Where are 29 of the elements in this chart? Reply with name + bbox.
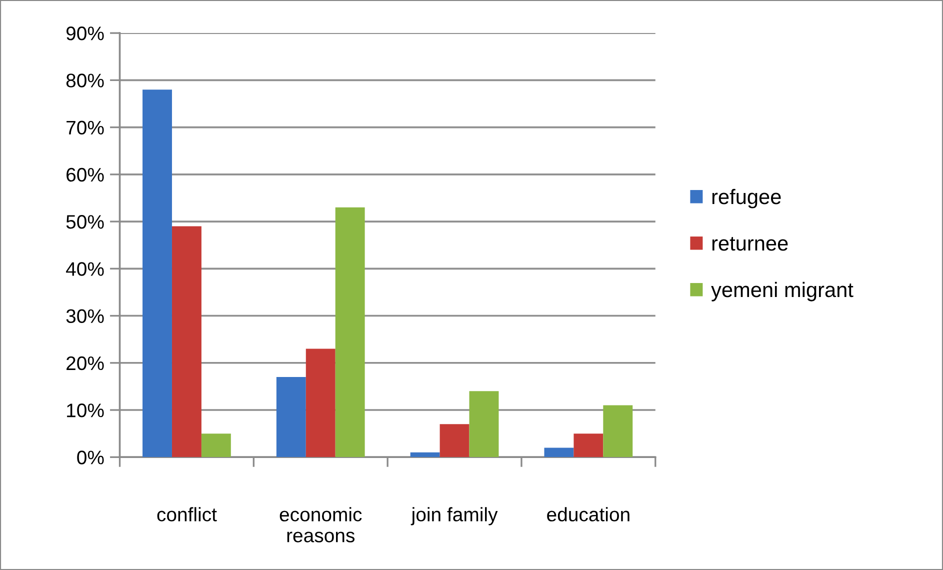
bar [172, 226, 202, 458]
x-tick-label: economic reasons [280, 507, 362, 542]
y-tick-label: 30% [66, 309, 104, 324]
y-tick-label: 70% [66, 120, 104, 135]
bar [276, 377, 306, 458]
y-tick-label: 90% [66, 26, 104, 40]
y-tick-label: 80% [66, 74, 104, 88]
bar [201, 434, 231, 458]
bar [603, 405, 633, 458]
x-tick-label: join family [410, 507, 498, 526]
y-tick-label: 10% [67, 403, 104, 418]
bar [574, 434, 604, 458]
bar [306, 348, 336, 458]
y-tick-label: 0% [77, 450, 104, 464]
y-tick-label: 20% [66, 356, 104, 370]
bar [544, 448, 574, 458]
y-tick-label: 50% [66, 215, 104, 229]
bar [410, 452, 440, 458]
bar [469, 391, 499, 458]
bar [335, 207, 365, 458]
y-tick-label: 60% [66, 168, 104, 182]
x-tick-label: conflict [157, 507, 217, 522]
bar [142, 90, 172, 458]
legend-label: refugee [712, 188, 781, 208]
legend-label: returnee [712, 237, 788, 251]
bar [440, 424, 470, 458]
y-tick-label: 40% [66, 262, 104, 276]
legend-label: yemeni migrant [711, 282, 854, 302]
x-tick-label: education [547, 507, 630, 522]
